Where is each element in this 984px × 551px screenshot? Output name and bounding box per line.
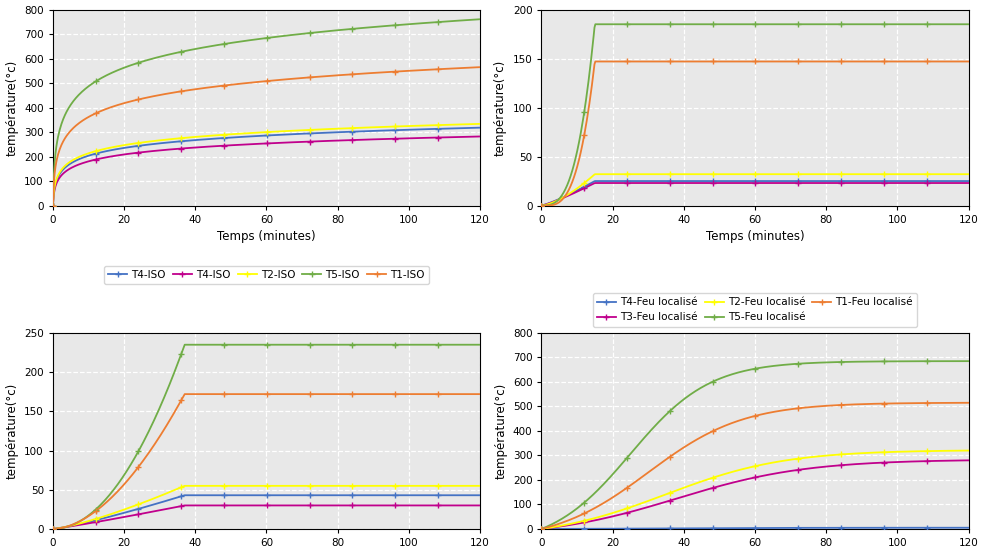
Y-axis label: température(°c): température(°c) [494,383,507,479]
Legend: T4-Feu localisé, T3-Feu localisé, T2-Feu localisé, T5-Feu localisé, T1-Feu local: T4-Feu localisé, T3-Feu localisé, T2-Feu… [593,293,917,327]
X-axis label: Temps (minutes): Temps (minutes) [217,230,316,243]
Y-axis label: température(°c): température(°c) [6,60,19,156]
Legend: T4-ISO, T4-ISO, T2-ISO, T5-ISO, T1-ISO: T4-ISO, T4-ISO, T2-ISO, T5-ISO, T1-ISO [104,266,429,284]
X-axis label: Temps (minutes): Temps (minutes) [706,230,804,243]
Y-axis label: température(°c): température(°c) [494,60,507,156]
Y-axis label: température(°c): température(°c) [6,383,19,479]
